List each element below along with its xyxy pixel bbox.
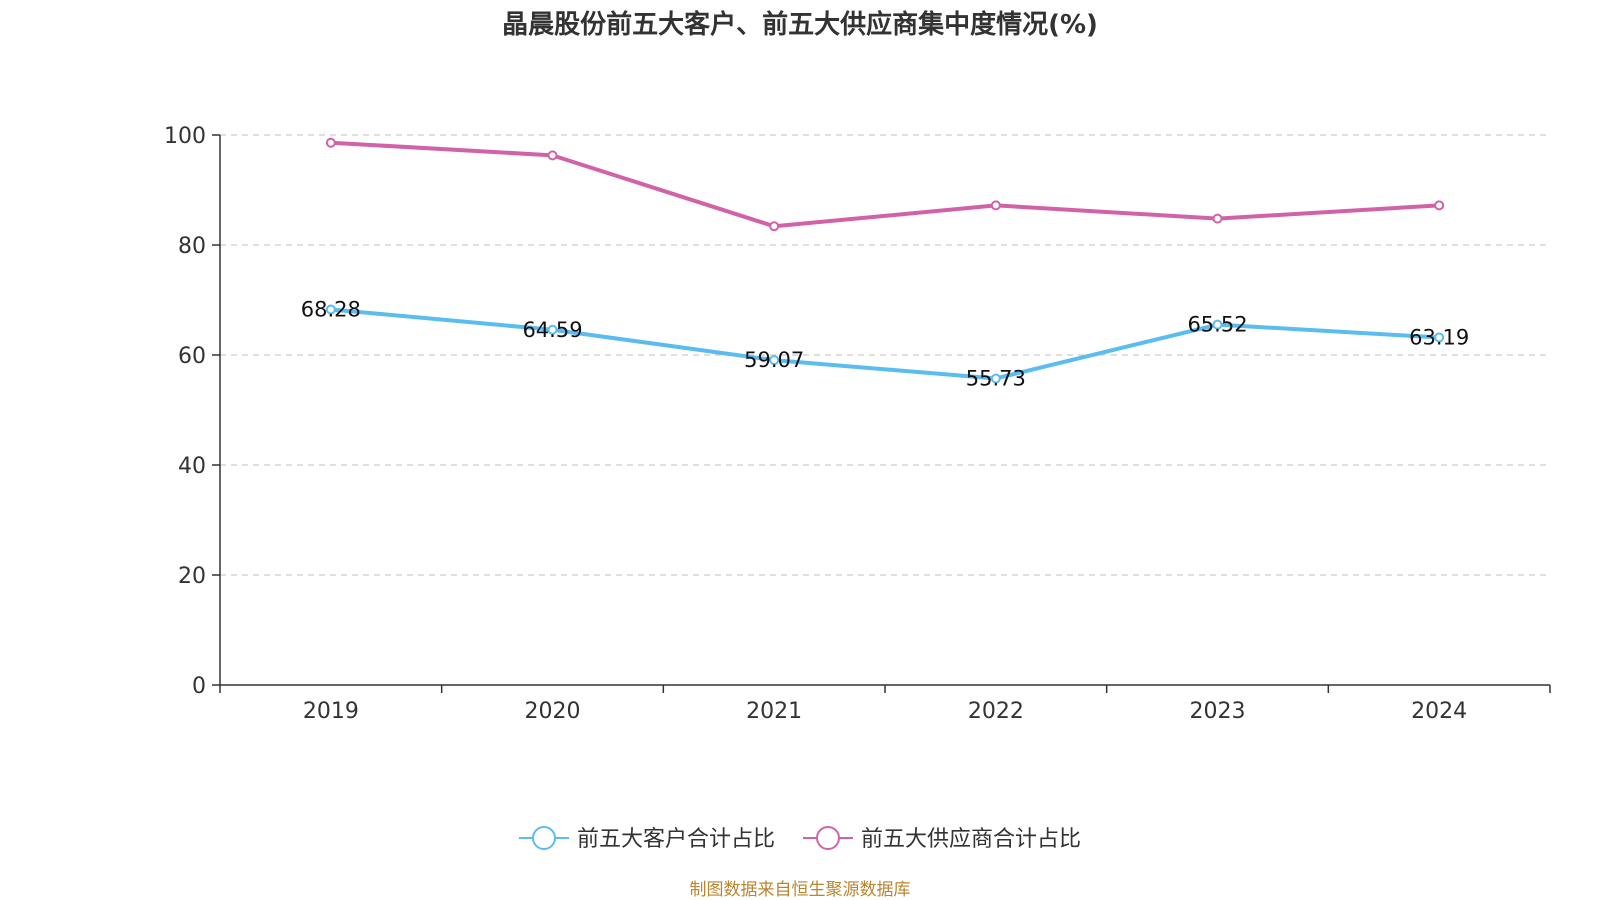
legend-item-1[interactable]: 前五大客户合计占比: [519, 826, 775, 852]
x-tick-label: 2022: [968, 699, 1024, 724]
data-point[interactable]: [547, 150, 558, 161]
grid-lines: [220, 134, 1550, 576]
legend-label: 前五大供应商合计占比: [861, 827, 1081, 852]
legend-marker: [532, 826, 556, 850]
chart-title: 晶晨股份前五大客户、前五大供应商集中度情况(%): [502, 9, 1098, 40]
data-point[interactable]: [325, 304, 336, 315]
x-tick-label: 2023: [1190, 699, 1246, 724]
data-point[interactable]: [990, 373, 1001, 384]
series-line-1: [330, 307, 1440, 381]
data-point[interactable]: [1212, 213, 1223, 224]
x-tick-label: 2019: [303, 699, 359, 724]
y-tick-label: 60: [178, 344, 206, 369]
legend[interactable]: 前五大客户合计占比 前五大供应商合计占比: [519, 826, 1081, 852]
data-point[interactable]: [1434, 332, 1445, 343]
data-label: 68.28: [301, 297, 361, 321]
data-labels: 68.28 64.59 59.07 55.73 65.52 63.19: [301, 297, 1469, 390]
series-layer: [325, 137, 1445, 384]
y-tick-label: 20: [178, 564, 206, 589]
x-tick-label: 2021: [746, 699, 802, 724]
y-tick-label: 40: [178, 454, 206, 479]
series-line-2: [330, 140, 1440, 229]
y-tick-label: 0: [192, 674, 206, 699]
data-point[interactable]: [547, 324, 558, 335]
data-point[interactable]: [769, 221, 780, 232]
data-label: 63.19: [1409, 325, 1469, 349]
data-label: 55.73: [966, 366, 1026, 390]
data-point[interactable]: [325, 137, 336, 148]
data-point[interactable]: [1434, 200, 1445, 211]
legend-item-2[interactable]: 前五大供应商合计占比: [803, 826, 1081, 852]
data-point[interactable]: [1212, 319, 1223, 330]
legend-marker: [816, 826, 840, 850]
x-tick-label: 2024: [1411, 699, 1467, 724]
y-tick-label: 100: [164, 124, 206, 149]
axes: 0 20 40 60 80 100 2019 2020 2021 2022 2023 2024: [164, 124, 1551, 724]
legend-label: 前五大客户合计占比: [577, 827, 775, 852]
data-point[interactable]: [990, 200, 1001, 211]
data-point[interactable]: [769, 355, 780, 366]
data-label: 59.07: [744, 348, 804, 372]
y-tick-label: 80: [178, 234, 206, 259]
source-note: 制图数据来自恒生聚源数据库: [690, 880, 911, 900]
x-tick-label: 2020: [525, 699, 581, 724]
data-label: 64.59: [522, 318, 582, 342]
data-label: 65.52: [1187, 313, 1247, 337]
